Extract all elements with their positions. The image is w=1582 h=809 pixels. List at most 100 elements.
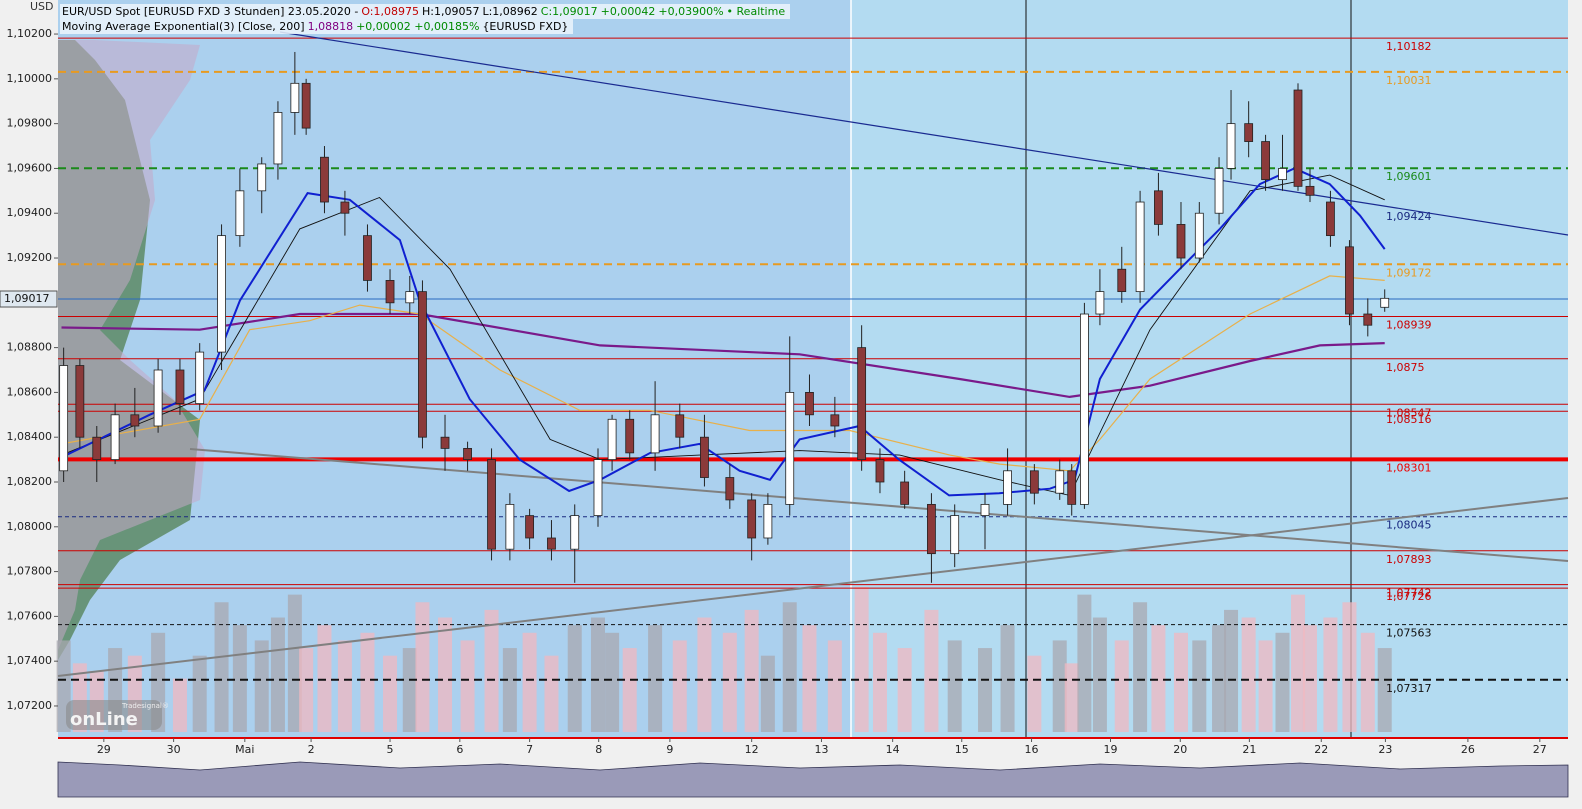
legend-text: +0,00042 — [600, 5, 656, 18]
volume-bar — [897, 648, 912, 732]
volume-bar — [1224, 609, 1239, 732]
x-tick-label: 20 — [1173, 743, 1187, 756]
candle-body — [700, 436, 709, 478]
level-label: 1,07563 — [1386, 627, 1432, 640]
volume-bar — [1114, 640, 1129, 732]
candle-body — [75, 365, 85, 438]
volume-bar — [802, 625, 817, 732]
volume-profile — [58, 40, 205, 650]
legend-text: +0,03900% — [658, 5, 724, 18]
candle-body — [1261, 141, 1270, 181]
candle-body — [340, 201, 350, 214]
volume-bar — [697, 617, 712, 732]
volume-bar — [1151, 625, 1166, 732]
volume-bar — [1133, 602, 1148, 732]
level-label: 1,09424 — [1386, 210, 1432, 223]
x-tick-label: 16 — [1025, 743, 1039, 756]
volume-bar — [438, 617, 453, 732]
x-tick-label: 29 — [97, 743, 111, 756]
volume-bar — [872, 632, 887, 732]
trend-line — [279, 31, 1569, 236]
candle-body — [1055, 470, 1065, 494]
x-tick-label: 27 — [1533, 743, 1547, 756]
volume-bar — [192, 655, 207, 732]
sub-chart-area — [57, 761, 1569, 798]
candle-body — [593, 459, 603, 516]
currency: USD — [30, 0, 54, 13]
y-tick-label: 1,08000 — [7, 520, 53, 533]
candle-body — [875, 459, 885, 483]
candle-body — [257, 163, 267, 192]
candle-body — [1326, 201, 1335, 237]
candle-body — [1244, 123, 1254, 142]
x-tick-label: 23 — [1378, 743, 1392, 756]
volume-bar — [502, 648, 517, 732]
candle-body — [153, 369, 163, 427]
candle-body — [763, 503, 773, 539]
legend-text: +0,00002 +0,00185% — [356, 20, 480, 33]
candle-body — [1345, 246, 1354, 315]
volume-bar — [299, 648, 314, 732]
candle-body — [1305, 185, 1315, 196]
candle-body — [830, 414, 840, 427]
volume-bar — [317, 625, 332, 732]
candle-body — [625, 418, 635, 454]
candle-body — [1363, 313, 1373, 326]
x-tick-label: 22 — [1314, 743, 1328, 756]
y-tick-label: 1,07800 — [7, 565, 53, 578]
volume-bar — [415, 602, 430, 732]
candle-body — [547, 537, 556, 550]
candle-body — [805, 392, 814, 416]
level-label: 1,10031 — [1386, 74, 1432, 87]
volume-bar — [978, 648, 993, 732]
volume-bar — [1302, 625, 1317, 732]
legend-text: O:1,08975 — [361, 5, 419, 18]
volume-bar — [648, 625, 663, 732]
volume-bar — [1360, 632, 1375, 732]
level-label: 1,08547 — [1386, 406, 1432, 419]
volume-bar — [1323, 617, 1338, 732]
volume-bar — [760, 655, 775, 732]
volume-bar — [590, 617, 605, 732]
candle-body — [320, 156, 329, 203]
x-tick-label: 7 — [526, 743, 533, 756]
volume-bar — [782, 602, 797, 732]
x-tick-label: 21 — [1242, 743, 1256, 756]
candle-body — [1067, 470, 1077, 505]
x-tick-label: Mai — [235, 743, 254, 756]
volume-bar — [287, 594, 302, 732]
legend-text: EUR/USD Spot [EURUSD FXD 3 Stunden] 23.0… — [62, 5, 359, 18]
y-tick-label: 1,07200 — [7, 699, 53, 712]
volume-bar — [544, 655, 559, 732]
legend-text: 1,08818 — [307, 20, 354, 33]
candle-body — [747, 499, 757, 539]
logo-badge — [66, 700, 162, 730]
volume-bar — [672, 640, 687, 732]
volume-bar — [924, 609, 939, 732]
candle-body — [235, 190, 245, 237]
volume-bar — [214, 602, 229, 732]
y-tick-label: 1,09600 — [7, 161, 53, 174]
candle-body — [857, 347, 867, 460]
trend-line — [57, 497, 1569, 677]
level-label: 1,08516 — [1386, 413, 1432, 426]
candle-body — [927, 503, 936, 555]
candle-body — [570, 515, 580, 550]
legend: EUR/USD Spot [EURUSD FXD 3 Stunden] 23.0… — [60, 4, 791, 34]
volume-bar — [1192, 640, 1207, 732]
candle-body — [273, 112, 283, 165]
volume-bar — [360, 632, 375, 732]
candle-body — [1176, 224, 1186, 259]
last-price-box — [0, 290, 58, 308]
indicator-line — [61, 312, 1385, 399]
indicator-line — [61, 167, 1386, 497]
volume-bar — [337, 640, 352, 732]
x-tick-label: 9 — [666, 743, 673, 756]
volume-bar — [722, 632, 737, 732]
volume-bar — [172, 678, 187, 732]
volume-bar — [744, 609, 759, 732]
legend-text: C:1,09017 — [540, 5, 598, 18]
candle-body — [725, 477, 735, 501]
